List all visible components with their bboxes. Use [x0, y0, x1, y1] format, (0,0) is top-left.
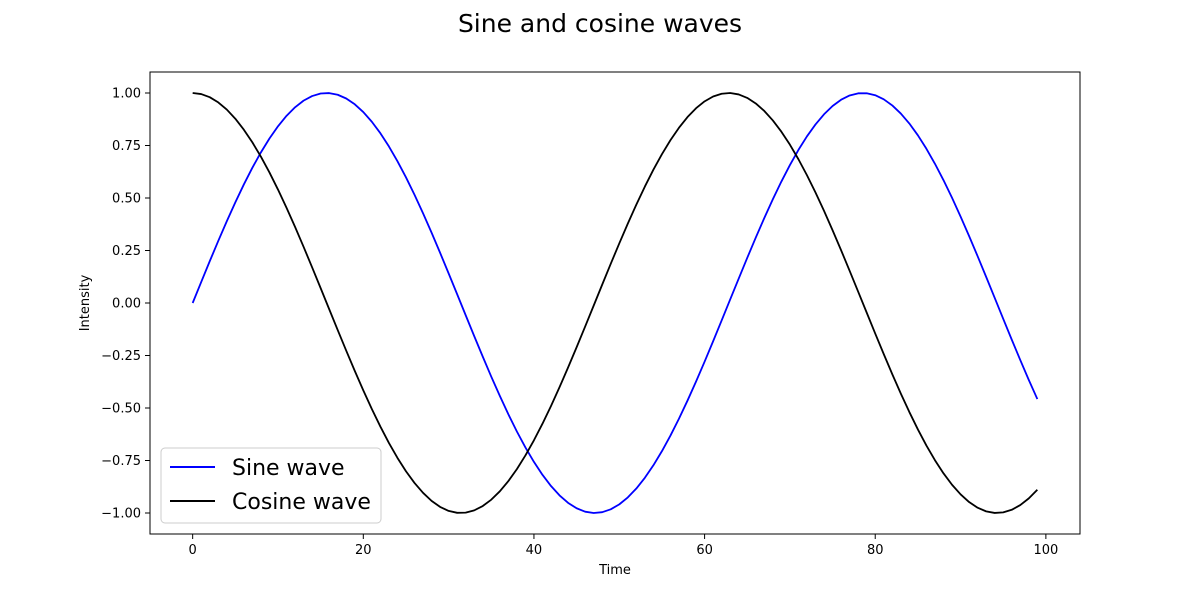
y-tick-label: 0.00	[112, 297, 141, 312]
legend-label-cosine: Cosine wave	[232, 490, 371, 515]
y-tick-label: −1.00	[101, 507, 141, 522]
x-tick-label: 100	[1033, 543, 1058, 558]
legend: Sine wave Cosine wave	[160, 447, 382, 524]
y-tick-label: 1.00	[112, 87, 141, 102]
x-tick-label: 80	[867, 543, 884, 558]
series-line-cosine	[192, 92, 1038, 514]
y-axis-label: Intensity	[78, 274, 93, 331]
legend-frame	[160, 447, 382, 524]
x-tick-label: 0	[189, 543, 197, 558]
x-axis-label: Time	[598, 563, 631, 578]
x-tick-label: 60	[696, 543, 713, 558]
x-tick-label: 20	[355, 543, 372, 558]
y-axis-ticks: −1.00 −0.75 −0.50 −0.25 0.00 0.25 0.50 0.75 1.00	[101, 87, 150, 522]
series-line-sine	[191, 92, 1039, 514]
y-tick-label: −0.75	[101, 454, 141, 469]
x-tick-label: 40	[526, 543, 543, 558]
x-axis-ticks: 0 20 40 60 80 100	[189, 534, 1058, 558]
y-tick-label: −0.50	[101, 402, 141, 417]
y-tick-label: 0.75	[112, 139, 141, 154]
y-tick-label: −0.25	[101, 349, 141, 364]
y-tick-label: 0.25	[112, 244, 141, 259]
y-tick-label: 0.50	[112, 192, 141, 207]
series-group	[191, 92, 1039, 514]
legend-label-sine: Sine wave	[232, 456, 345, 481]
chart-title: Sine and cosine waves	[458, 9, 742, 38]
